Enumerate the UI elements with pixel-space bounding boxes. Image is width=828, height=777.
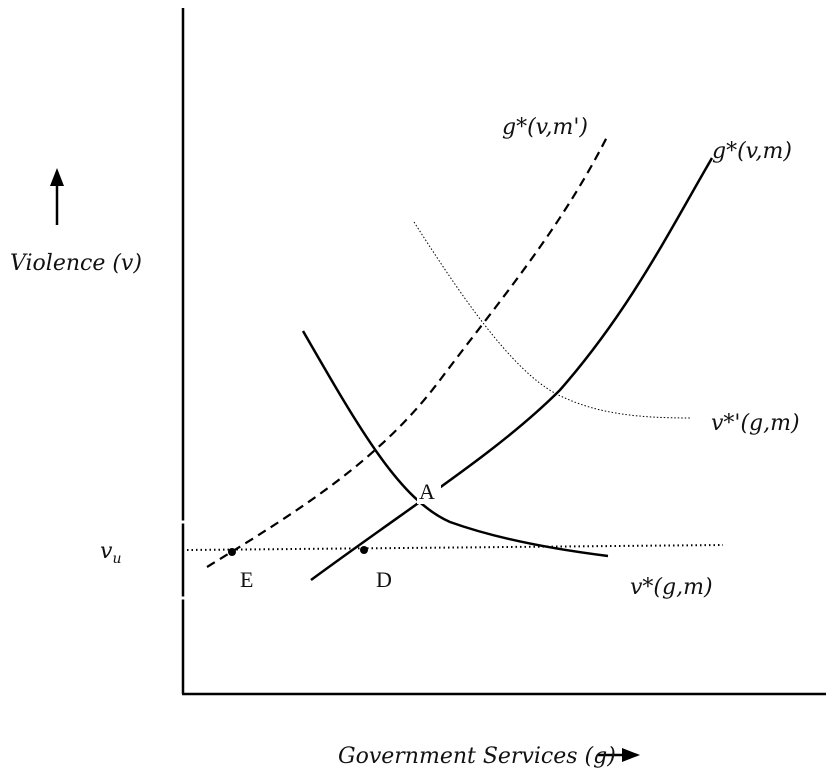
x-arrow-icon [598, 748, 640, 762]
label-point-d: D [376, 567, 392, 592]
y-arrow-icon [50, 168, 64, 225]
curve-v-star-prime [413, 221, 691, 419]
label-point-e: E [240, 567, 253, 592]
label-a-halo [417, 478, 441, 504]
label-g-star-m-prime: g*(v,m') [502, 115, 588, 140]
label-v-star-prime: v*'(g,m) [711, 411, 800, 436]
y-axis-label: Violence (v) [10, 251, 142, 276]
label-g-star-m: g*(v,m) [712, 139, 792, 164]
point-marker-e [228, 548, 236, 556]
label-v-star: v*(g,m) [630, 575, 713, 600]
label-threshold-vu: vu [100, 539, 121, 567]
threshold-line-vu [186, 544, 724, 551]
label-point-a: A [419, 479, 435, 504]
curve-v-star [301, 330, 609, 558]
curve-g-star-m [310, 157, 714, 582]
x-axis-label: Government Services (g) [338, 744, 616, 769]
curve-g-star-m-prime [206, 134, 609, 568]
point-marker-d [360, 546, 368, 554]
